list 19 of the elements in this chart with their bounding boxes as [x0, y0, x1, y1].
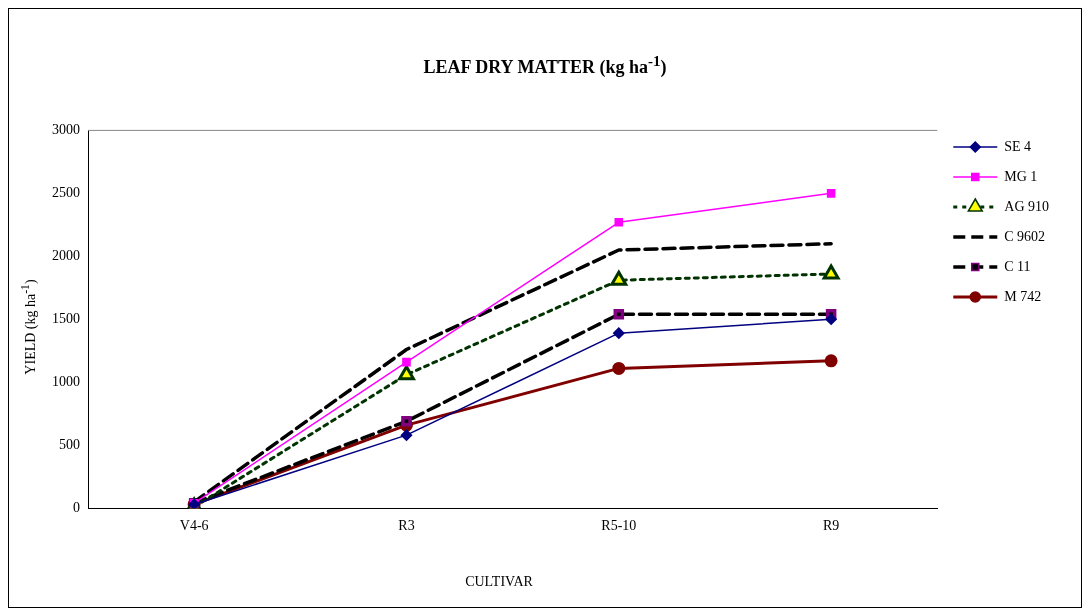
y-tick-label: 1500: [52, 310, 80, 326]
legend-label: C 11: [1004, 258, 1031, 274]
legend-label: AG 910: [1004, 198, 1050, 214]
chart-title: LEAF DRY MATTER (kg ha$^{-1}$): [422, 53, 668, 78]
x-axis-title: CULTIVAR: [464, 574, 534, 590]
y-tick-label: 1000: [52, 373, 80, 389]
x-tick-label: R3: [398, 518, 415, 534]
y-tick-label: 2000: [52, 248, 80, 264]
x-tick-label: R9: [822, 518, 840, 534]
legend-label: M 742: [1004, 288, 1042, 304]
legend-label: C 9602: [1004, 228, 1046, 244]
y-tick-label: 2500: [52, 185, 80, 201]
x-tick-label: V4-6: [179, 518, 209, 534]
y-tick-label: 3000: [52, 122, 80, 138]
y-tick-label: 500: [59, 436, 80, 452]
y-tick-label: 0: [73, 499, 80, 515]
legend-label: SE 4: [1004, 138, 1032, 154]
legend-label: MG 1: [1004, 168, 1038, 184]
x-tick-label: R5-10: [601, 518, 637, 534]
